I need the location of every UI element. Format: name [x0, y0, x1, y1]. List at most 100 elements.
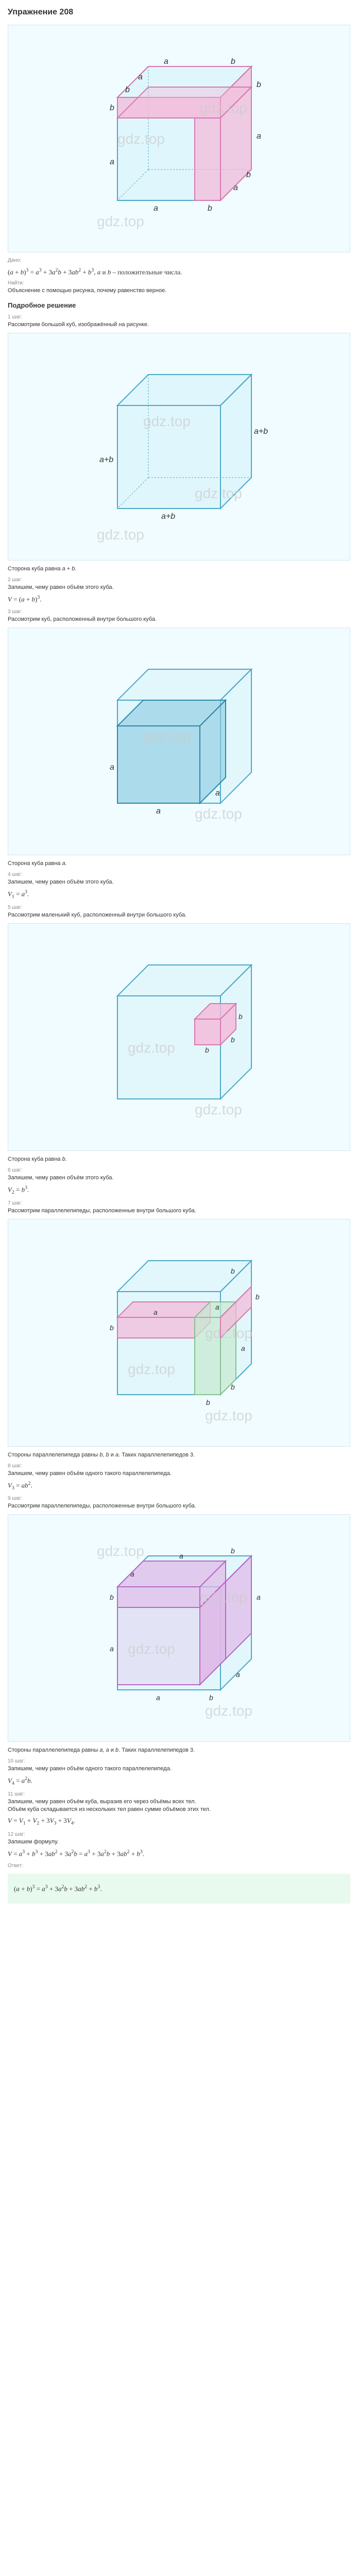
svg-text:gdz.top: gdz.top [195, 806, 242, 822]
svg-text:gdz.top: gdz.top [117, 131, 165, 147]
step1-label: 1 шаг: [8, 314, 350, 320]
step-subst-label: 12 шаг: [8, 1832, 350, 1837]
svg-text:gdz.top: gdz.top [128, 1361, 175, 1377]
step-final-text: Запишем, чему равен объём куба, выразив … [8, 1799, 350, 1805]
step5-text: Рассмотрим маленький куб, расположенный … [8, 912, 350, 918]
diagram-3: a a a gdz.top gdz.top [8, 628, 350, 855]
svg-text:b: b [205, 1046, 209, 1054]
svg-text:b: b [255, 1293, 260, 1301]
step9-label: 9 шаг: [8, 1496, 350, 1501]
section-title: Подробное решение [8, 301, 350, 309]
step-subst-text: Запишем формулу. [8, 1839, 350, 1845]
given-formula: (a + b)3 = a3 + 3a2b + 3ab2 + b3, a и b … [8, 267, 350, 276]
svg-text:a: a [138, 73, 143, 81]
svg-text:a: a [110, 158, 114, 166]
svg-text:b: b [110, 1593, 114, 1601]
diagram-4: b b b gdz.top gdz.top [8, 923, 350, 1151]
svg-text:gdz.top: gdz.top [143, 413, 191, 429]
step5-label: 5 шаг: [8, 905, 350, 910]
step-final-label: 11 шаг: [8, 1791, 350, 1797]
svg-text:b: b [206, 1398, 210, 1406]
naiti-label: Найти: [8, 280, 350, 286]
step3-text: Рассмотрим куб, расположенный внутри бол… [8, 616, 350, 622]
svg-text:gdz.top: gdz.top [205, 1703, 252, 1719]
find-text: Объяснение с помощью рисунка, почему рав… [8, 287, 350, 294]
step8-text: Запишем, чему равен объём одного такого … [8, 1470, 350, 1477]
answer-formula: (a + b)3 = a3 + 3a2b + 3ab2 + b3. [14, 1884, 344, 1893]
svg-text:gdz.top: gdz.top [200, 100, 247, 116]
diagram-5: a b b b b a a b gdz.top gdz.top gdz.top [8, 1219, 350, 1447]
step6-label: 6 шаг: [8, 1167, 350, 1173]
svg-text:a: a [215, 1303, 219, 1311]
step1-text: Рассмотрим большой куб, изображённый на … [8, 321, 350, 328]
storona-b: Сторона куба равна b. [8, 1156, 350, 1162]
dano-label: Дано: [8, 258, 350, 263]
svg-text:a+b: a+b [161, 512, 175, 521]
step10-text: Запишем, чему равен объём одного такого … [8, 1766, 350, 1772]
svg-text:b: b [231, 1383, 235, 1391]
svg-text:b: b [257, 80, 261, 89]
svg-text:a: a [110, 1645, 114, 1653]
otvet-label: Ответ: [8, 1863, 350, 1869]
page-title: Упражнение 208 [8, 8, 350, 17]
v2-b: V2 = b3. [8, 1185, 350, 1195]
svg-text:b: b [231, 1547, 235, 1555]
svg-text:a: a [154, 204, 158, 213]
svg-text:gdz.top: gdz.top [200, 1589, 247, 1605]
svg-text:b: b [231, 1267, 235, 1275]
svg-text:a+b: a+b [254, 427, 268, 436]
svg-text:gdz.top: gdz.top [143, 728, 191, 744]
v-full: V = a3 + b3 + 3ab2 + 3a2b = a3 + 3a2b + … [8, 1849, 350, 1858]
svg-text:b: b [125, 86, 130, 94]
step10-label-a: 10 шаг: [8, 1758, 350, 1764]
step6-text: Запишем, чему равен объём этого куба. [8, 1175, 350, 1181]
svg-text:b: b [208, 204, 212, 213]
step3-label: 3 шаг: [8, 609, 350, 615]
svg-text:b: b [231, 57, 235, 66]
svg-text:b: b [110, 104, 114, 112]
v3-ab2: V3 = ab2. [8, 1481, 350, 1491]
storona-apb: Сторона куба равна a + b. [8, 566, 350, 572]
storona-a: Сторона куба равна a. [8, 860, 350, 867]
storony-aab: Стороны параллелепипеда равны a, a и b. … [8, 1747, 350, 1753]
svg-text:a: a [156, 807, 161, 816]
svg-text:gdz.top: gdz.top [195, 1101, 242, 1117]
step2-label: 2 шаг: [8, 577, 350, 583]
svg-text:a: a [257, 1593, 261, 1601]
svg-text:b: b [238, 1012, 243, 1021]
step2-text: Запишем, чему равен объём этого куба. [8, 584, 350, 590]
svg-text:gdz.top: gdz.top [128, 1040, 175, 1056]
step8-label: 8 шаг: [8, 1463, 350, 1469]
svg-text:gdz.top: gdz.top [205, 1408, 252, 1423]
step9-text: Рассмотрим параллелепипеды, расположенны… [8, 1503, 350, 1509]
step4-text: Запишем, чему равен объём этого куба. [8, 879, 350, 885]
svg-text:gdz.top: gdz.top [128, 1641, 175, 1657]
v1-a: V1 = a3. [8, 889, 350, 900]
svg-text:a: a [164, 57, 168, 66]
svg-text:a: a [233, 183, 238, 192]
svg-text:a: a [110, 763, 114, 772]
step4-label: 4 шаг: [8, 872, 350, 877]
svg-text:a: a [156, 1693, 160, 1702]
svg-text:a: a [179, 1552, 183, 1560]
v-sum: V = V1 + V2 + 3V3 + 3V4. [8, 1817, 350, 1826]
svg-text:gdz.top: gdz.top [97, 213, 144, 229]
svg-text:gdz.top: gdz.top [97, 1543, 144, 1559]
svg-text:gdz.top: gdz.top [97, 527, 144, 543]
svg-text:b: b [231, 1036, 235, 1044]
answer-box: (a + b)3 = a3 + 3a2b + 3ab2 + b3. [8, 1874, 350, 1903]
svg-text:a: a [215, 789, 220, 798]
diagram-2: a+b a+b a+b gdz.top gdz.top gdz.top [8, 333, 350, 561]
svg-text:a: a [257, 132, 261, 141]
svg-text:a: a [154, 1308, 158, 1316]
svg-text:gdz.top: gdz.top [205, 1325, 252, 1341]
diagram-6: b a a b a b a a a gdz.top gdz.top gdz.to… [8, 1514, 350, 1742]
svg-text:a+b: a+b [99, 455, 113, 464]
svg-text:a: a [236, 1670, 240, 1679]
step7-label: 7 шаг: [8, 1200, 350, 1206]
diagram-1: a b a b b a a b b a a b gdz.top gdz.top … [8, 25, 350, 252]
svg-text:a: a [130, 1570, 134, 1578]
v4-a2b: V4 = a2b. [8, 1776, 350, 1786]
final-explain: Объём куба складывается из нескольких те… [8, 1806, 350, 1812]
svg-text:b: b [209, 1693, 213, 1702]
